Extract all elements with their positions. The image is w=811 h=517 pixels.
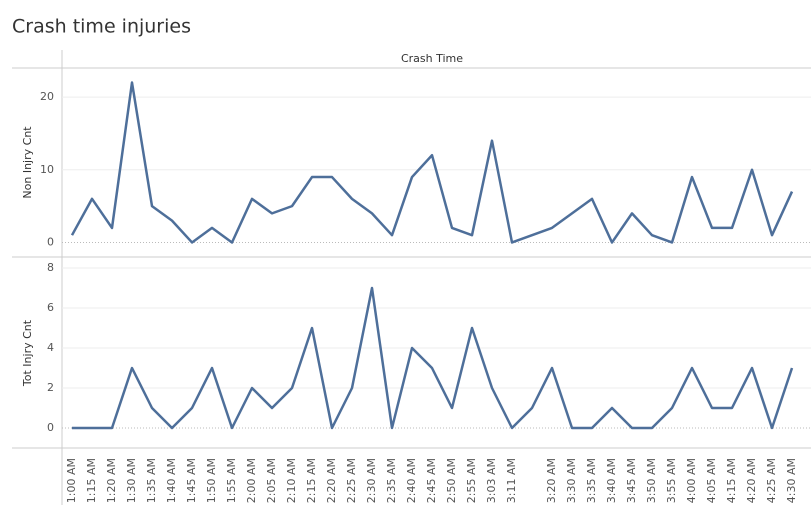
x-tick-label: 3:40 AM xyxy=(605,458,618,503)
x-tick-label: 4:30 AM xyxy=(785,458,798,503)
x-tick-label: 1:40 AM xyxy=(165,458,178,503)
x-tick-label: 3:03 AM xyxy=(485,458,498,503)
x-tick-label: 4:25 AM xyxy=(765,458,778,503)
x-tick-label: 1:55 AM xyxy=(225,458,238,503)
x-tick-label: 2:35 AM xyxy=(385,458,398,503)
x-tick-label: 2:25 AM xyxy=(345,458,358,503)
x-tick-label: 4:20 AM xyxy=(745,458,758,503)
x-tick-label: 3:45 AM xyxy=(625,458,638,503)
x-tick-label: 2:30 AM xyxy=(365,458,378,503)
x-tick-label: 3:55 AM xyxy=(665,458,678,503)
y-tick-label: 20 xyxy=(40,90,54,103)
y-tick-label: 4 xyxy=(47,341,54,354)
x-tick-label: 3:30 AM xyxy=(565,458,578,503)
x-axis-title: Crash Time xyxy=(401,52,463,65)
x-tick-label: 3:11 AM xyxy=(505,458,518,503)
x-tick-label: 1:50 AM xyxy=(205,458,218,503)
x-tick-label: 2:40 AM xyxy=(405,458,418,503)
x-tick-label: 2:50 AM xyxy=(445,458,458,503)
y-tick-label: 0 xyxy=(47,421,54,434)
x-tick-label: 1:45 AM xyxy=(185,458,198,503)
x-tick-label: 2:05 AM xyxy=(265,458,278,503)
y-axis-title: Non Injry Cnt xyxy=(21,126,34,199)
x-tick-label: 2:45 AM xyxy=(425,458,438,503)
line xyxy=(72,286,794,430)
x-tick-label: 2:55 AM xyxy=(465,458,478,503)
x-tick-label: 2:10 AM xyxy=(285,458,298,503)
x-tick-label: 1:15 AM xyxy=(85,458,98,503)
y-tick-label: 6 xyxy=(47,301,54,314)
x-tick-label: 1:20 AM xyxy=(105,458,118,503)
y-axis-title: Tot Injry Cnt xyxy=(21,319,34,387)
y-tick-label: 10 xyxy=(40,163,54,176)
x-tick-label: 3:35 AM xyxy=(585,458,598,503)
x-tick-label: 3:20 AM xyxy=(545,458,558,503)
x-tick-label: 2:15 AM xyxy=(305,458,318,503)
x-tick-label: 4:05 AM xyxy=(705,458,718,503)
x-tick-label: 4:15 AM xyxy=(725,458,738,503)
x-tick-label: 2:00 AM xyxy=(245,458,258,503)
chart-title: Crash time injuries xyxy=(12,16,191,38)
y-tick-label: 8 xyxy=(47,261,54,274)
x-tick-label: 1:00 AM xyxy=(65,458,78,503)
y-tick-label: 0 xyxy=(47,235,54,248)
x-tick-label: 2:20 AM xyxy=(325,458,338,503)
y-tick-label: 2 xyxy=(47,381,54,394)
x-tick-label: 3:50 AM xyxy=(645,458,658,503)
line xyxy=(70,81,794,244)
x-tick-label: 1:35 AM xyxy=(145,458,158,503)
x-tick-label: 1:30 AM xyxy=(125,458,138,503)
x-tick-label: 4:00 AM xyxy=(685,458,698,503)
